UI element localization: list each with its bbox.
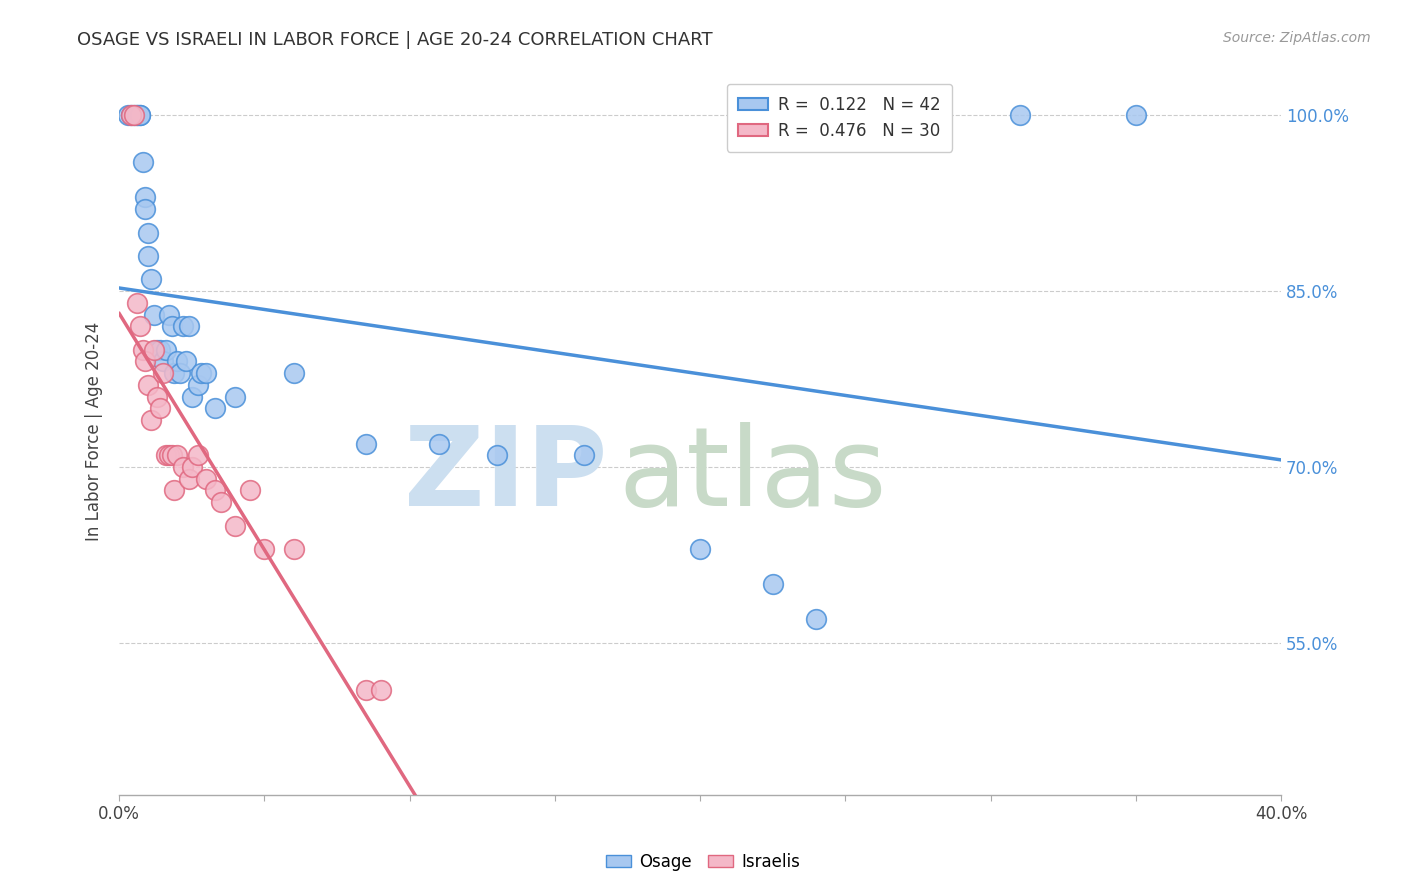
Point (155, 448, 177, 462)
Point (1125, 108, 1147, 122)
Point (157, 448, 180, 462)
Point (239, 483, 262, 498)
Point (204, 483, 226, 498)
Point (146, 343, 169, 357)
Point (187, 378, 209, 392)
Point (166, 448, 188, 462)
Point (134, 354, 156, 368)
Point (180, 459, 202, 474)
Point (120, 108, 142, 122)
Text: Source: ZipAtlas.com: Source: ZipAtlas.com (1223, 31, 1371, 45)
Point (146, 390, 169, 404)
Point (131, 343, 153, 357)
Point (136, 249, 159, 263)
Point (1008, 108, 1031, 122)
Legend: R =  0.122   N = 42, R =  0.476   N = 30: R = 0.122 N = 42, R = 0.476 N = 30 (727, 84, 952, 152)
Point (128, 108, 150, 122)
Point (427, 436, 450, 450)
Point (125, 296, 148, 310)
Point (149, 343, 172, 357)
Point (134, 190, 156, 204)
Point (122, 108, 145, 122)
Point (253, 541, 276, 556)
Point (204, 401, 226, 416)
Text: atlas: atlas (619, 422, 887, 529)
Point (152, 366, 174, 380)
Point (125, 108, 148, 122)
Point (143, 343, 166, 357)
Point (166, 354, 188, 368)
Point (283, 366, 305, 380)
Point (172, 459, 194, 474)
Point (485, 448, 508, 462)
Point (572, 448, 595, 462)
Y-axis label: In Labor Force | Age 20-24: In Labor Force | Age 20-24 (86, 322, 103, 541)
Point (190, 366, 212, 380)
Point (160, 319, 183, 334)
Point (128, 319, 150, 334)
Point (172, 319, 194, 334)
Point (155, 343, 177, 357)
Point (134, 202, 156, 216)
Point (163, 366, 186, 380)
Point (149, 401, 172, 416)
Point (163, 483, 186, 498)
Point (224, 390, 246, 404)
Point (177, 472, 200, 486)
Point (354, 682, 377, 697)
Point (174, 354, 197, 368)
Point (177, 319, 200, 334)
Point (354, 436, 377, 450)
Point (117, 108, 139, 122)
Point (136, 378, 159, 392)
Point (283, 541, 305, 556)
Point (195, 366, 218, 380)
Point (136, 226, 159, 240)
Point (180, 390, 202, 404)
Point (152, 354, 174, 368)
Point (224, 518, 246, 533)
Point (141, 272, 163, 286)
Point (806, 612, 828, 626)
Point (169, 366, 191, 380)
Legend: Osage, Israelis: Osage, Israelis (598, 845, 808, 880)
Point (141, 413, 163, 427)
Point (128, 108, 150, 122)
Point (195, 472, 218, 486)
Point (122, 108, 145, 122)
Point (160, 448, 183, 462)
Text: ZIP: ZIP (404, 422, 607, 529)
Point (762, 577, 785, 591)
Point (157, 308, 180, 322)
Point (143, 308, 166, 322)
Point (370, 682, 392, 697)
Point (125, 108, 148, 122)
Point (689, 541, 711, 556)
Text: OSAGE VS ISRAELI IN LABOR FORCE | AGE 20-24 CORRELATION CHART: OSAGE VS ISRAELI IN LABOR FORCE | AGE 20… (77, 31, 713, 49)
Point (120, 108, 142, 122)
Point (131, 155, 153, 169)
Point (209, 495, 232, 509)
Point (187, 448, 209, 462)
